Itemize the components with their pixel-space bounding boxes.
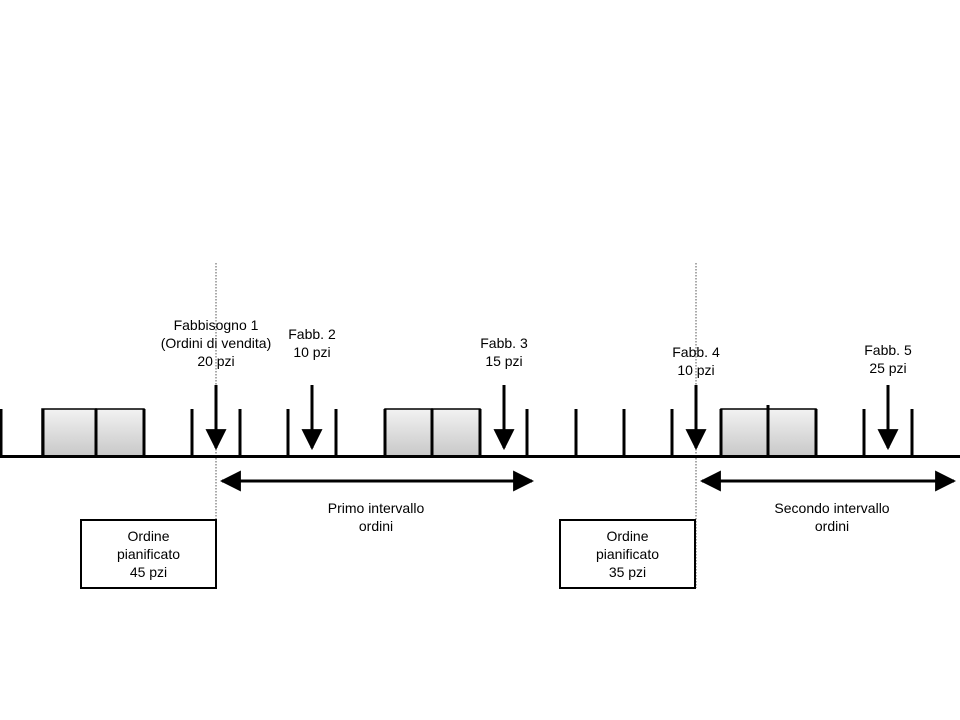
interval-label-line: ordini [358,518,394,534]
period-block [384,408,433,457]
planned-order-line: Ordine [606,528,649,544]
period-block [767,408,817,457]
period-ticks [0,405,914,456]
demand-label-2: Fabb. 2 10 pzi [272,325,352,361]
demand-arrows [205,385,899,451]
planned-order-line: Ordine [127,528,170,544]
demand-label-line: Fabb. 3 [480,335,528,351]
period-block-group-1 [41,408,145,457]
demand-label-line: Fabb. 4 [672,344,720,360]
demand-label-3: Fabb. 3 15 pzi [464,334,544,370]
demand-label-line: 10 pzi [677,362,715,378]
interval-label-line: Secondo intervallo [774,500,890,516]
period-block [95,408,145,457]
demand-label-5: Fabb. 5 25 pzi [848,341,928,377]
planned-order-line: 35 pzi [608,564,647,580]
planned-order-line: pianificato [116,546,181,562]
demand-label-line: (Ordini di vendita) [160,335,272,351]
interval-label-line: ordini [814,518,850,534]
demand-label-line: Fabb. 5 [864,342,912,358]
demand-label-4: Fabb. 4 10 pzi [656,343,736,379]
demand-label-line: 10 pzi [293,344,331,360]
interval-label-2: Secondo intervallo ordini [752,499,912,535]
demand-label-line: 15 pzi [485,353,523,369]
planned-order-line: 45 pzi [129,564,168,580]
interval-label-line: Primo intervallo [327,500,425,516]
planned-order-box-2: Ordine pianificato 35 pzi [559,519,696,589]
period-block [41,408,97,457]
period-block [431,408,481,457]
demand-label-line: 20 pzi [197,353,235,369]
planned-order-line: pianificato [595,546,660,562]
demand-label-line: Fabb. 2 [288,326,336,342]
interval-label-1: Primo intervallo ordini [296,499,456,535]
period-block [720,408,769,457]
demand-label-line: 25 pzi [869,360,907,376]
demand-label-line: Fabbisogno 1 [173,317,259,333]
demand-label-1: Fabbisogno 1 (Ordini di vendita) 20 pzi [146,316,286,370]
planned-order-box-1: Ordine pianificato 45 pzi [80,519,217,589]
